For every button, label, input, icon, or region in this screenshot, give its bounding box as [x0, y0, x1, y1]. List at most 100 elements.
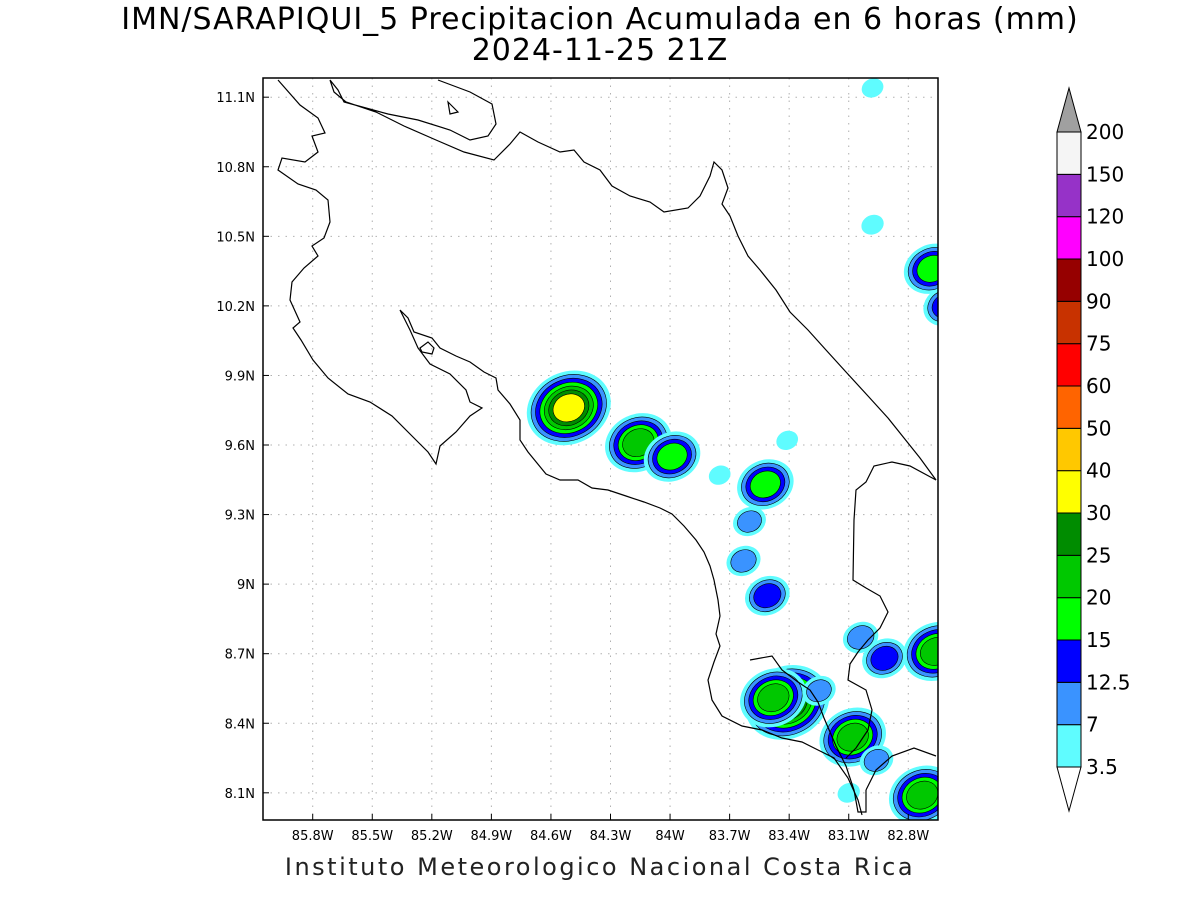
colorbar-max-arrow: [1056, 86, 1082, 133]
precip-cell: [708, 465, 731, 485]
colorbar-swatch: [1056, 300, 1082, 345]
precip-cell: [902, 621, 938, 681]
precip-contour: [737, 510, 762, 533]
precip-cell: [861, 78, 884, 98]
tick-label-lat: 9.6N: [225, 439, 255, 454]
colorbar-swatch: [1056, 385, 1082, 429]
colorbar-swatch: [1056, 597, 1082, 641]
precip-cell: [740, 668, 807, 728]
colorbar-label: 25: [1086, 543, 1111, 567]
precip-cell: [737, 459, 794, 510]
tick-label-lat: 8.7N: [225, 648, 255, 663]
island-outline: [419, 341, 435, 355]
lake-outline: [447, 100, 460, 115]
precip-contour: [861, 214, 884, 235]
tick-label-lat: 10.8N: [216, 161, 255, 176]
colorbar-swatch: [1056, 681, 1082, 726]
precip-cell: [726, 545, 761, 577]
colorbar-swatch: [1056, 639, 1082, 683]
chart-subtitle-datetime: 2024-11-25 21Z: [471, 33, 729, 68]
precip-cell: [837, 782, 860, 803]
colorbar: 3.5 7 12.5 15 20 25 30 40 50 60 75 90 100 120 150 200: [1056, 86, 1131, 813]
coastline-north: [277, 79, 863, 816]
tick-label-lon: 85.8W: [292, 829, 334, 844]
tick-label-lon: 84.6W: [530, 829, 572, 844]
precip-cell: [643, 431, 701, 482]
coastline: [277, 79, 937, 816]
precip-contour: [656, 442, 688, 471]
colorbar-label: 120: [1086, 205, 1124, 229]
colorbar-label: 20: [1086, 586, 1111, 610]
colorbar-swatch: [1056, 427, 1082, 472]
tick-label-lat: 10.2N: [216, 300, 255, 315]
colorbar-label: 75: [1086, 332, 1111, 356]
colorbar-label: 90: [1086, 289, 1111, 313]
chart-title: IMN/SARAPIQUI_5 Precipitacion Acumulada …: [121, 2, 1079, 37]
tick-label-lat: 11.1N: [216, 91, 255, 106]
tick-label-lat: 9N: [237, 578, 255, 593]
precip-contour: [753, 583, 782, 609]
footer-credit: Instituto Meteorologico Nacional Costa R…: [284, 853, 916, 881]
colorbar-label: 150: [1086, 162, 1124, 186]
tick-label-lon: 82.8W: [887, 829, 929, 844]
precip-contour: [920, 637, 938, 666]
precip-cell: [776, 430, 799, 451]
colorbar-swatch: [1056, 554, 1082, 599]
precip-contour: [708, 465, 731, 485]
tick-label-lat: 10.5N: [216, 230, 255, 245]
colorbar-swatch: [1056, 724, 1082, 768]
tick-label-lat: 9.9N: [225, 369, 255, 384]
precip-contour: [837, 782, 860, 803]
colorbar-label: 100: [1086, 247, 1124, 271]
precip-cell: [862, 638, 907, 679]
coastline-south: [865, 747, 937, 791]
coastline-osa: [749, 655, 867, 813]
colorbar-swatch: [1056, 216, 1082, 260]
colorbar-swatch: [1056, 470, 1082, 514]
precipitation-field: [526, 78, 938, 820]
precip-contour: [870, 645, 899, 671]
precip-cell: [888, 765, 938, 820]
tick-label-lat: 8.4N: [225, 717, 255, 732]
precip-contour: [906, 780, 938, 810]
tick-label-lon: 84.9W: [470, 829, 512, 844]
colorbar-label: 15: [1086, 628, 1111, 652]
colorbar-label: 40: [1086, 459, 1111, 483]
precip-cell: [923, 285, 938, 327]
precip-contour: [863, 749, 890, 772]
precip-cell: [744, 575, 790, 616]
colorbar-label: 60: [1086, 374, 1111, 398]
precip-contour: [757, 683, 790, 713]
plot-frame: [262, 77, 939, 821]
precip-cell: [733, 506, 766, 537]
precip-contour: [806, 679, 832, 703]
colorbar-min-arrow: [1056, 766, 1082, 813]
colorbar-label: 7: [1086, 713, 1099, 737]
coastline-caribbean: [329, 79, 937, 481]
colorbar-label: 200: [1086, 120, 1124, 144]
precip-cell: [802, 675, 836, 706]
tick-label-lon: 85.5W: [351, 829, 393, 844]
colorbar-swatch: [1056, 343, 1082, 387]
colorbar-label: 12.5: [1086, 670, 1131, 694]
colorbar-label: 50: [1086, 416, 1111, 440]
tick-label-lon: 83.4W: [768, 829, 810, 844]
precip-contour: [730, 549, 757, 573]
colorbar-swatch: [1056, 512, 1082, 556]
tick-label-lat: 9.3N: [225, 509, 255, 524]
colorbar-swatch: [1056, 258, 1082, 302]
precip-contour: [847, 625, 875, 650]
tick-label-lon: 84W: [655, 829, 685, 844]
colorbar-label: 30: [1086, 501, 1111, 525]
precip-cell: [859, 745, 894, 776]
precip-cell: [842, 621, 879, 654]
precip-contour: [931, 293, 938, 319]
precip-contour: [861, 78, 884, 98]
border-panama: [845, 461, 937, 759]
colorbar-swatch: [1056, 173, 1082, 218]
precip-cell: [526, 370, 611, 446]
precip-contour: [552, 393, 585, 423]
precip-contour: [776, 430, 799, 451]
axis-ticks: 85.8W 85.5W 85.2W 84.9W 84.6W 84.3W 84W 83.7W 83…: [216, 91, 929, 844]
